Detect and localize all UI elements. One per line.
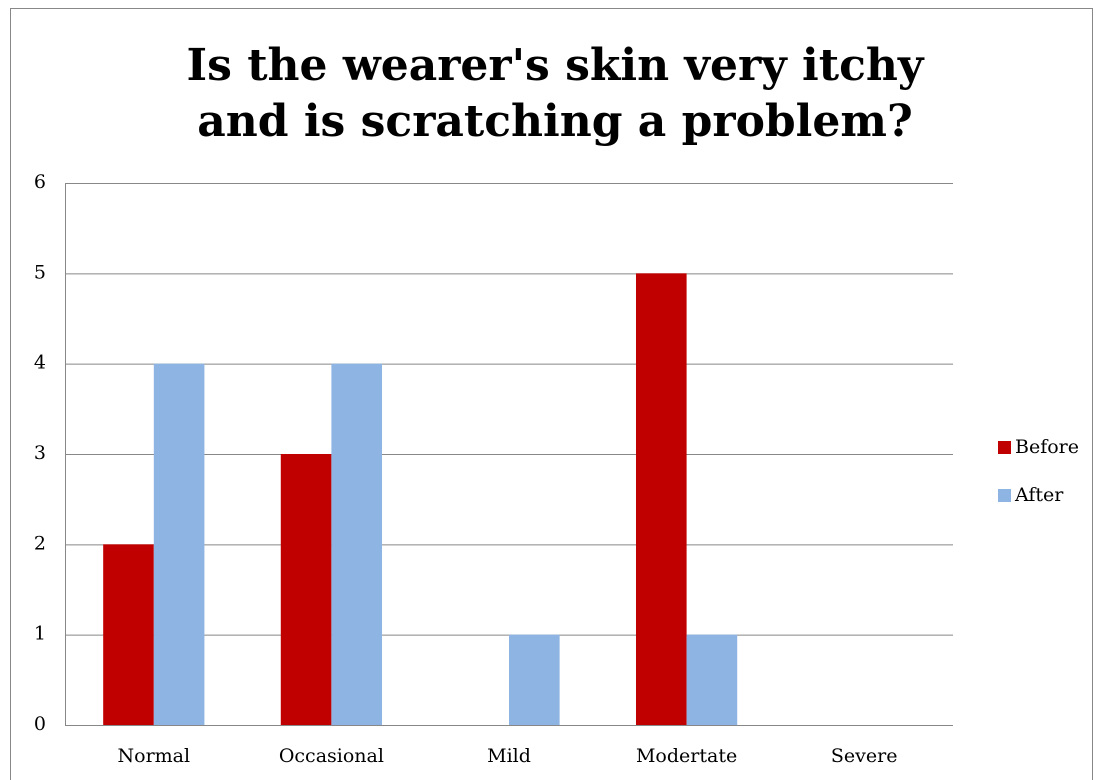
y-tick-label: 4 (34, 352, 46, 374)
y-tick-label: 6 (34, 171, 46, 193)
x-tick-label: Normal (118, 745, 191, 767)
x-tick-label: Occasional (279, 745, 384, 767)
bar (103, 544, 154, 725)
x-tick-label: Modertate (636, 745, 737, 767)
bar (686, 634, 738, 725)
y-tick-label: 5 (34, 261, 46, 283)
x-tick-label: Mild (487, 745, 531, 767)
legend-swatch (998, 441, 1011, 454)
x-tick-label: Severe (831, 745, 898, 767)
bar (509, 634, 560, 725)
bar (280, 454, 332, 725)
bar (153, 363, 205, 725)
y-tick-label: 1 (34, 623, 46, 645)
chart-title: Is the wearer's skin very itchy and is s… (186, 40, 924, 147)
legend-label: Before (1015, 436, 1079, 458)
bar (331, 363, 383, 725)
y-tick-label: 0 (34, 713, 46, 735)
y-tick-label: 3 (34, 442, 46, 464)
chart-frame (10, 8, 1093, 780)
bar (635, 273, 687, 725)
legend-label: After (1014, 484, 1064, 506)
y-tick-label: 2 (34, 532, 46, 554)
legend-swatch (998, 489, 1011, 502)
